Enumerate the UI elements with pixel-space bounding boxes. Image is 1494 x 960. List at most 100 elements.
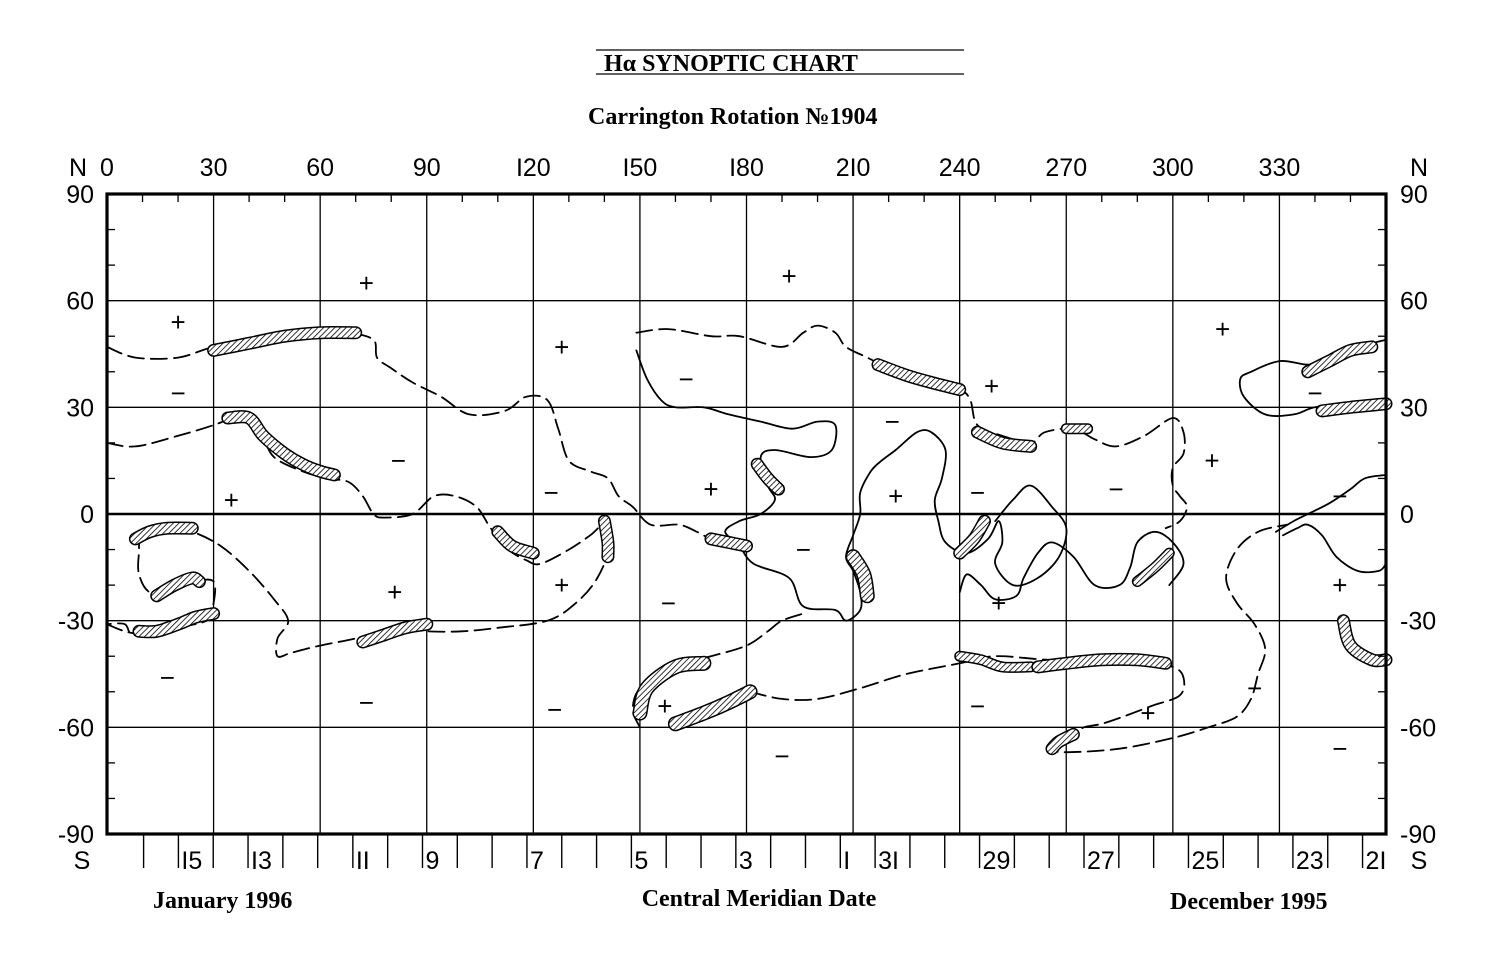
negative-polarity-sign: − bbox=[774, 741, 789, 771]
filament bbox=[750, 457, 785, 496]
top-tick-label: I50 bbox=[623, 154, 658, 182]
negative-polarity-sign: − bbox=[359, 687, 374, 717]
positive-polarity-sign: + bbox=[1204, 446, 1219, 476]
positive-polarity-sign: + bbox=[224, 485, 239, 515]
neutral-line bbox=[631, 612, 805, 729]
filament bbox=[207, 325, 363, 357]
filament bbox=[845, 549, 875, 604]
filament bbox=[970, 425, 1038, 453]
negative-polarity-sign: − bbox=[544, 478, 559, 508]
date-tick-label: 27 bbox=[1087, 847, 1115, 875]
neutral-line bbox=[749, 523, 1288, 754]
date-tick-label: 9 bbox=[425, 847, 439, 875]
left-tick-label: -60 bbox=[58, 714, 94, 742]
neutral-line bbox=[635, 349, 1068, 622]
chart-subtitle: Carrington Rotation №1904 bbox=[588, 104, 877, 130]
negative-polarity-sign: − bbox=[1247, 673, 1262, 703]
left-tick-label: 0 bbox=[80, 501, 94, 529]
filament bbox=[150, 571, 206, 603]
positive-polarity-sign: + bbox=[782, 261, 797, 291]
filament bbox=[1315, 397, 1393, 418]
right-month-label: December 1995 bbox=[1170, 889, 1328, 915]
filament bbox=[704, 532, 753, 553]
positive-polarity-sign: + bbox=[1140, 698, 1155, 728]
top-tick-label: 90 bbox=[413, 154, 441, 182]
negative-polarity-sign: − bbox=[661, 588, 676, 618]
top-tick-label: 30 bbox=[200, 154, 228, 182]
filament bbox=[128, 521, 199, 546]
positive-polarity-sign: + bbox=[1332, 570, 1347, 600]
negative-polarity-sign: − bbox=[547, 695, 562, 725]
north-label-right: N bbox=[1410, 154, 1428, 182]
negative-polarity-sign: − bbox=[1332, 481, 1347, 511]
date-tick-label: 25 bbox=[1191, 847, 1219, 875]
right-tick-label: 60 bbox=[1400, 288, 1428, 316]
negative-polarity-sign: − bbox=[1307, 378, 1322, 408]
right-tick-label: 90 bbox=[1400, 181, 1428, 209]
date-tick-label: 7 bbox=[530, 847, 544, 875]
filament bbox=[1045, 727, 1080, 756]
top-tick-label: 300 bbox=[1152, 154, 1194, 182]
date-tick-label: 3 bbox=[739, 847, 753, 875]
polarity-signs: + + + + + + + + + + + + + + + + − − − − − − − − − − − − − − − − − − bbox=[160, 261, 1348, 771]
neutral-line bbox=[1275, 474, 1387, 533]
negative-polarity-sign: − bbox=[1108, 474, 1123, 504]
filament bbox=[954, 650, 1037, 673]
filaments bbox=[128, 325, 1393, 756]
negative-polarity-sign: − bbox=[160, 663, 175, 693]
filament bbox=[667, 684, 758, 732]
filament bbox=[221, 410, 341, 482]
top-tick-label: I80 bbox=[729, 154, 764, 182]
filament bbox=[1336, 614, 1393, 668]
plot-frame bbox=[105, 192, 1388, 836]
neutral-line bbox=[958, 530, 1185, 601]
south-label-left: S bbox=[74, 847, 91, 875]
left-tick-label: -30 bbox=[58, 608, 94, 636]
right-tick-label: 0 bbox=[1400, 501, 1414, 529]
date-tick-label: 2I bbox=[1366, 847, 1387, 875]
date-tick-label: 5 bbox=[634, 847, 648, 875]
left-month-label: January 1996 bbox=[153, 888, 292, 914]
date-tick-label: 29 bbox=[983, 847, 1011, 875]
north-label-left: N bbox=[69, 154, 87, 182]
negative-polarity-sign: − bbox=[1332, 734, 1347, 764]
right-tick-label: -60 bbox=[1400, 714, 1436, 742]
filament bbox=[1301, 340, 1379, 379]
negative-polarity-sign: − bbox=[679, 364, 694, 394]
positive-polarity-sign: + bbox=[888, 481, 903, 511]
top-tick-label: 60 bbox=[306, 154, 334, 182]
left-tick-label: -90 bbox=[58, 821, 94, 849]
top-tick-label: 0 bbox=[100, 154, 114, 182]
chart-title: Hα SYNOPTIC CHART bbox=[604, 51, 858, 77]
right-tick-label: -90 bbox=[1400, 821, 1436, 849]
top-tick-label: 2I0 bbox=[836, 154, 871, 182]
filament bbox=[1131, 547, 1175, 588]
positive-polarity-sign: + bbox=[170, 307, 185, 337]
top-tick-label: 240 bbox=[939, 154, 981, 182]
negative-polarity-sign: − bbox=[970, 691, 985, 721]
positive-polarity-sign: + bbox=[991, 588, 1006, 618]
negative-polarity-sign: − bbox=[885, 407, 900, 437]
filament bbox=[132, 607, 221, 639]
neutral-line bbox=[635, 324, 1188, 530]
filament bbox=[871, 358, 967, 397]
negative-polarity-sign: − bbox=[970, 478, 985, 508]
right-tick-label: 30 bbox=[1400, 394, 1428, 422]
negative-polarity-sign: − bbox=[391, 446, 406, 476]
positive-polarity-sign: + bbox=[984, 371, 999, 401]
right-tick-label: -30 bbox=[1400, 608, 1436, 636]
positive-polarity-sign: + bbox=[657, 691, 672, 721]
date-tick-label: I5 bbox=[181, 847, 202, 875]
date-tick-label: II bbox=[356, 847, 370, 875]
date-tick-label: 3I bbox=[878, 847, 899, 875]
top-tick-label: I20 bbox=[516, 154, 551, 182]
positive-polarity-sign: + bbox=[359, 268, 374, 298]
top-tick-label: 270 bbox=[1045, 154, 1087, 182]
positive-polarity-sign: + bbox=[1215, 314, 1230, 344]
filament bbox=[632, 655, 712, 721]
left-tick-label: 30 bbox=[66, 394, 94, 422]
top-tick-label: 330 bbox=[1259, 154, 1301, 182]
filament bbox=[953, 514, 991, 560]
